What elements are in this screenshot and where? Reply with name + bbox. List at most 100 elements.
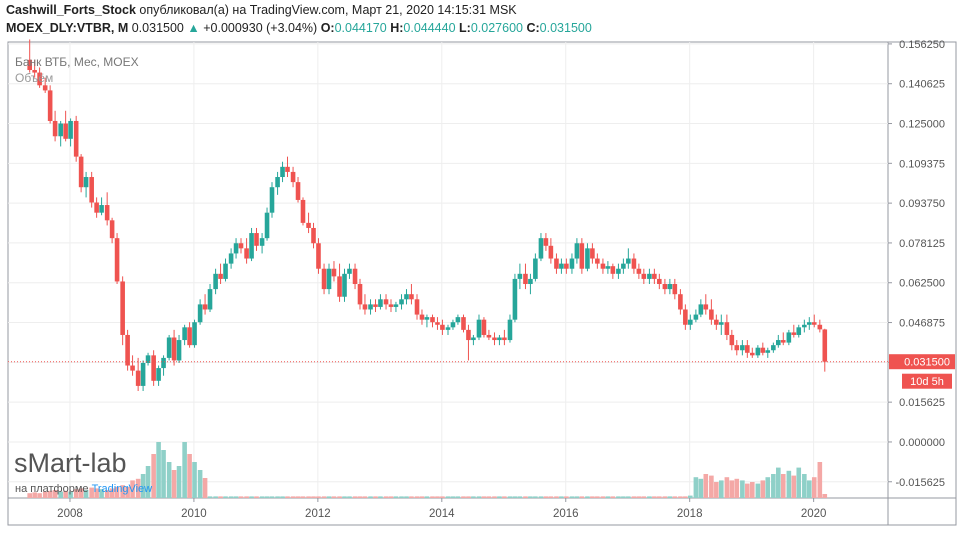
watermark-prefix: на платформе TradingView (15, 483, 152, 495)
volume-bars (27, 442, 828, 498)
candle-body (32, 70, 37, 73)
candle-body (486, 334, 492, 338)
candle-body (538, 238, 544, 259)
candle-body (585, 248, 590, 269)
author-name[interactable]: Cashwill_Forts_Stock (6, 3, 136, 17)
candle-body (724, 322, 730, 335)
candle-body (114, 238, 120, 282)
volume-bar (109, 488, 115, 498)
open-label: O: (320, 21, 335, 35)
candle-body (760, 347, 766, 353)
candle-body (58, 123, 63, 137)
candle-body (321, 268, 327, 290)
time-tick-label: 2018 (677, 508, 703, 520)
candle-body (197, 304, 203, 323)
volume-bar (399, 496, 404, 498)
price-tick-label: 0.046875 (899, 318, 945, 330)
volume-bar (176, 466, 182, 498)
volume-bar (631, 496, 637, 498)
volume-bar (151, 454, 156, 498)
volume-bar (114, 486, 120, 498)
volume-bar (471, 496, 476, 498)
time-axis: 2008 2010 2012 2014 2016 2018 2020 (57, 498, 826, 520)
candle-body (574, 243, 580, 259)
legend-volume: Объём (15, 71, 53, 85)
candle-body (780, 340, 786, 343)
time-tick-label: 2020 (801, 508, 827, 520)
candle-body (745, 345, 750, 353)
volume-bar (806, 480, 812, 498)
volume-bar (233, 496, 239, 498)
volume-bar (667, 496, 673, 498)
volume-bar (765, 477, 771, 498)
volume-bar (683, 496, 688, 498)
volume-bar (347, 496, 352, 498)
volume-bar (207, 496, 213, 498)
chart-frame (7, 41, 957, 526)
last-price: 0.031500 (131, 21, 184, 35)
candle-body (290, 171, 296, 183)
publish-header: Cashwill_Forts_Stock опубликовал(а) на T… (6, 3, 517, 17)
volume-bar (419, 496, 425, 498)
volume-bar (321, 496, 327, 498)
volume-bar (285, 496, 290, 498)
volume-bar (450, 496, 456, 498)
smartlab-watermark: sMart-lab (14, 448, 127, 478)
volume-bar (538, 496, 544, 498)
candle-body (156, 368, 161, 381)
ohlc-header: MOEX_DLY:VTBR, M 0.031500 ▲ +0.000930 (+… (6, 21, 592, 35)
volume-bar (579, 496, 585, 498)
volume-bar (228, 496, 234, 498)
volume-bar (89, 487, 94, 498)
volume-bar (476, 496, 482, 498)
candle-body (631, 258, 637, 269)
candle-body (445, 327, 451, 330)
candle-body (378, 299, 383, 307)
volume-bar (393, 496, 399, 498)
price-tick-label: 0.140625 (899, 79, 945, 91)
candle-body (223, 263, 228, 279)
candle-body (145, 355, 151, 363)
volume-bar (559, 496, 564, 498)
publish-info: опубликовал(а) на TradingView.com, Март … (139, 3, 517, 17)
volume-bar (192, 462, 197, 498)
volume-bar (424, 496, 430, 498)
high-value: 0.044440 (403, 21, 456, 35)
candle-body (135, 370, 141, 386)
volume-bar (786, 470, 792, 498)
volume-bar (182, 442, 187, 498)
countdown-text: 10d 5h (910, 376, 944, 388)
time-tick-label: 2010 (181, 508, 207, 520)
candle-body (383, 299, 389, 305)
volume-bar (507, 496, 513, 498)
volume-bar (776, 467, 781, 498)
tradingview-link[interactable]: TradingView (92, 483, 153, 495)
candle-body (414, 299, 420, 315)
volume-bar (104, 490, 110, 498)
volume-bar (342, 496, 347, 498)
candle-body (182, 327, 187, 341)
volume-bar (641, 496, 647, 498)
volume-bar (223, 496, 228, 498)
volume-bar (269, 496, 275, 498)
candle-body (559, 263, 564, 269)
volume-bar (166, 462, 172, 498)
volume-bar (636, 496, 642, 498)
candle-body (238, 243, 244, 249)
candle-body (507, 319, 513, 341)
candle-body (254, 233, 259, 246)
candle-body (476, 319, 482, 338)
candle-body (295, 182, 301, 200)
volume-bar (455, 496, 461, 498)
volume-bar (780, 474, 786, 498)
volume-bar (404, 496, 409, 498)
candle-body (233, 243, 239, 254)
candle-body (430, 317, 435, 323)
volume-bar (662, 496, 668, 498)
candle-body (424, 317, 430, 320)
volume-bar (647, 496, 652, 498)
candle-body (688, 319, 693, 325)
candle-body (300, 199, 306, 223)
candle-body (590, 248, 595, 259)
